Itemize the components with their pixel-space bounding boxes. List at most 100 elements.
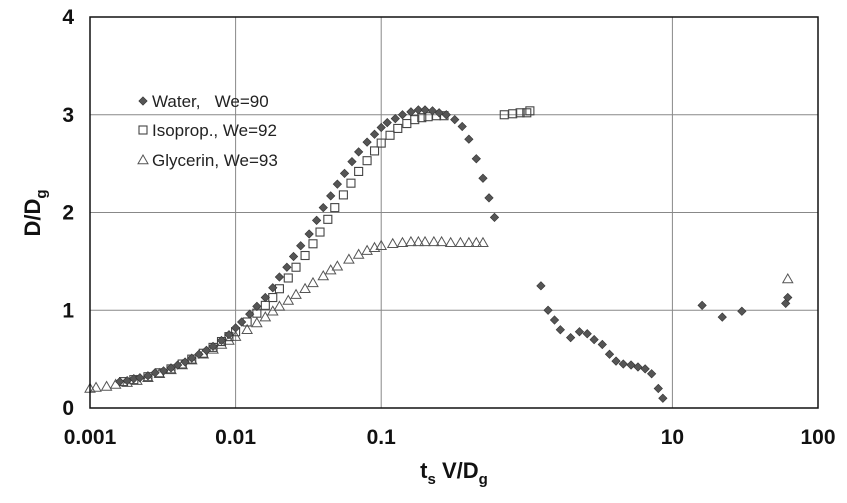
water-point [717,312,727,322]
water-point [549,315,560,325]
isoprop-point [385,130,395,140]
isoprop-point [323,214,333,224]
water-point [180,357,190,367]
water-point [464,134,474,144]
water-point [640,364,650,374]
isoprop-point [522,108,532,118]
water-point [208,341,218,352]
y-tick-label: 4 [62,6,74,29]
x-tick-label: 0.001 [64,426,117,449]
legend-label-glycerin: Glycerin, We=93 [152,151,278,170]
glycerin-point [477,236,489,248]
water-point [135,373,145,383]
x-axis-title-sub1: s [428,471,436,488]
glycerin-point [251,316,263,328]
isoprop-point [315,227,325,237]
isoprop-point [291,262,301,272]
glycerin-point [207,343,219,354]
glycerin-point [317,270,330,281]
glycerin-point [290,288,302,299]
glycerin-point [386,237,399,249]
x-axis-title: ts V/Dg [420,458,488,488]
legend-marker-symbol [137,153,149,165]
plot-frame [89,16,819,409]
water-point [150,368,160,378]
glycerin-point [419,235,431,247]
water-point [413,105,423,115]
glycerin-point [435,235,448,247]
y-axis-title-main: D/D [20,199,45,237]
glycerin-point [343,253,355,264]
data-points [84,105,794,403]
water-point [633,362,643,372]
y-tick-label: 3 [62,104,74,127]
y-tick-label: 2 [62,202,74,225]
isoprop-point [283,273,293,283]
water-point [543,305,553,315]
isoprop-point [525,106,535,116]
water-point [611,356,621,366]
legend-label-isoprop: Isoprop., We=92 [152,121,277,140]
water-point [143,371,153,381]
water-point [653,383,663,394]
y-tick-label: 1 [62,299,74,322]
water-point [390,114,400,124]
glycerin-point [90,381,102,392]
water-point [237,317,247,327]
water-point [783,292,793,303]
y-axis-title-sub: g [33,189,50,198]
water-point [166,363,176,373]
legend-marker-isoprop [138,125,148,135]
water-point [471,154,481,164]
water-point [173,360,183,370]
water-point [484,193,494,203]
water-point [288,251,299,262]
water-point [268,283,278,293]
glycerin-point [361,244,373,255]
glycerin-point [396,236,409,248]
isoprop-point [362,156,372,166]
legend-label-water: Water, We=90 [152,92,269,111]
x-tick-label: 10 [661,426,684,449]
legend-marker-glycerin [137,153,149,165]
water-point [737,306,747,316]
isoprop-point [508,109,518,119]
glycerin-point [299,282,311,293]
water-point [555,325,565,335]
legend-marker-water [138,96,148,106]
glycerin-point [331,260,344,271]
glycerin-point [375,239,388,250]
water-point [574,327,585,337]
glycerin-point [462,236,475,248]
x-axis-ticks: 0.001 0.01 0.1 10 100 [64,426,836,449]
water-point [604,349,615,359]
glycerin-point [100,380,113,391]
water-point [697,300,707,310]
isoprop-point [369,146,380,156]
isoprop-point [354,166,364,176]
water-point [115,376,125,387]
y-axis-title: D/Dg [20,189,50,236]
water-point [441,110,451,120]
x-tick-label: 0.01 [215,426,256,449]
water-point [230,323,241,333]
glycerin-point [470,236,483,248]
glycerin-point [444,236,457,248]
legend-marker-symbol [138,96,148,106]
x-axis-title-sub2: g [479,471,488,488]
water-point [427,106,438,116]
water-point [216,335,227,346]
water-point [194,349,204,359]
water-point [260,292,270,303]
water-point [450,115,460,125]
glycerin-point [428,235,440,247]
water-point [536,281,546,291]
water-point [282,262,292,272]
isoprop-point [308,239,318,249]
water-point [647,369,657,379]
glycerin-point [352,248,365,259]
water-point [478,173,488,183]
glycerin-point [405,235,417,247]
